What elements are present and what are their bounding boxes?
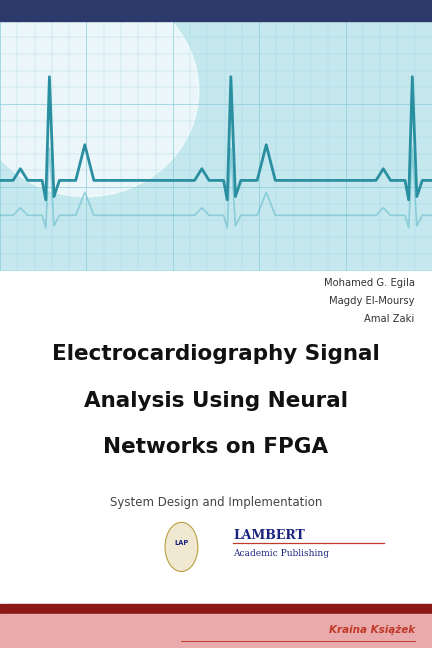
Text: Electrocardiography Signal: Electrocardiography Signal [52,344,380,364]
Text: Kraina Książek: Kraina Książek [329,625,415,636]
Text: Amal Zaki: Amal Zaki [365,314,415,324]
Text: LAMBERT: LAMBERT [233,529,305,542]
Text: Mohamed G. Egila: Mohamed G. Egila [324,278,415,288]
Text: Academic Publishing: Academic Publishing [233,549,329,558]
Bar [0,604,432,614]
Bar [0,21,432,270]
Text: LAP: LAP [175,540,188,546]
Text: System Design and Implementation: System Design and Implementation [110,496,322,509]
Text: Analysis Using Neural: Analysis Using Neural [84,391,348,411]
Text: Networks on FPGA: Networks on FPGA [103,437,329,457]
Text: .: . [181,535,182,538]
Bar [0,270,432,604]
Bar [0,0,432,21]
Circle shape [165,522,198,572]
Text: Magdy El-Moursy: Magdy El-Moursy [329,296,415,306]
Ellipse shape [0,0,199,196]
Bar [0,614,432,648]
